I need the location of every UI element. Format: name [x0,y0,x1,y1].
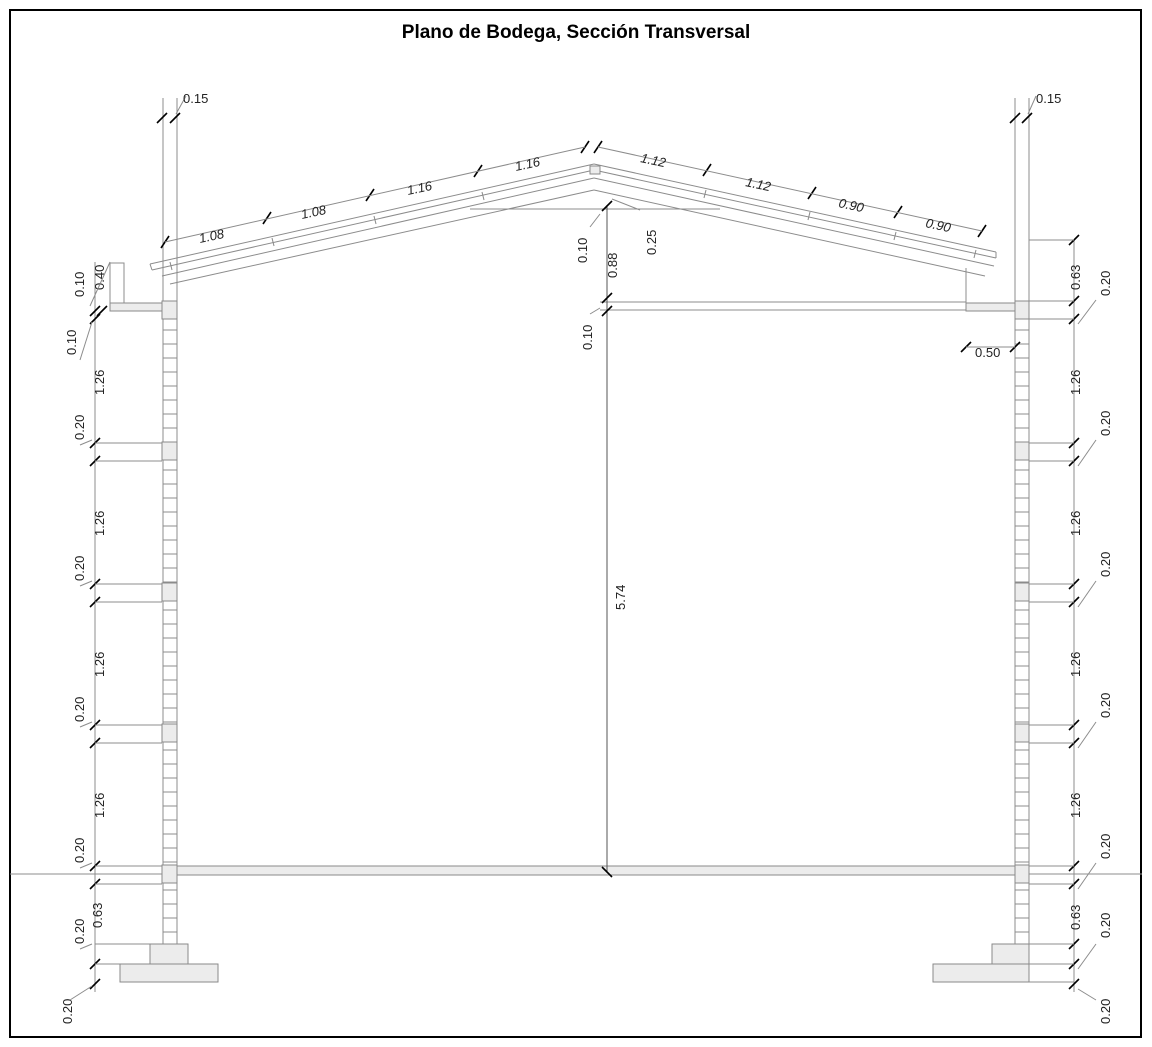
left-footing [119,963,219,983]
dim-right-span-3: 1.26 [1068,652,1083,677]
dim-roof-right-4: 0.90 [924,215,953,235]
dim-right-eave-b: 0.20 [1098,271,1113,296]
dim-ridge-d: 0.10 [580,325,595,350]
dim-right-eave-a: 0.63 [1068,265,1083,290]
dim-right-span-1: 1.26 [1068,370,1083,395]
right-footing-top [991,943,1030,965]
dim-left-eave-c: 0.10 [64,330,79,355]
dim-right-beam-4: 0.20 [1098,834,1113,859]
dim-left-span-1: 1.26 [92,370,107,395]
dim-right-base-a: 0.63 [1068,905,1083,930]
dim-right-span-4: 1.26 [1068,793,1083,818]
dim-ridge-b: 0.88 [605,253,620,278]
left-eave-beam [109,302,163,312]
dim-left-beam-3: 0.20 [72,697,87,722]
dim-left-span-4: 1.26 [92,793,107,818]
dim-left-eave-a: 0.10 [72,272,87,297]
dim-right-base-b: 0.20 [1098,913,1113,938]
right-eave-beam [965,302,1016,312]
dim-left-beam-1: 0.20 [72,415,87,440]
dim-right-span-2: 1.26 [1068,511,1083,536]
right-beam-block [1014,441,1030,461]
right-footing [932,963,1030,983]
dim-roof-left-1: 1.08 [198,226,227,246]
dim-left-span-3: 1.26 [92,652,107,677]
dim-right-beam-2: 0.20 [1098,552,1113,577]
dim-center-height: 5.74 [613,585,628,610]
dim-left-eave-b: 0.40 [92,265,107,290]
dim-roof-left-3: 1.16 [406,178,435,198]
dim-roof-right-2: 1.12 [744,174,773,194]
dim-roof-left-2: 1.08 [300,202,329,222]
dim-right-base-c: 0.20 [1098,999,1113,1024]
dim-roof-right-1: 1.12 [639,150,668,170]
dim-left-beam-2: 0.20 [72,556,87,581]
floor-slab [176,865,1016,876]
dim-ridge-a: 0.10 [575,238,590,263]
dim-left-beam-5: 0.20 [72,919,87,944]
right-beam-block [1014,582,1030,602]
dim-left-base-b: 0.20 [60,999,75,1024]
dim-left-base-a: 0.63 [90,903,105,928]
left-beam-block [161,723,178,743]
left-beam-block [161,441,178,461]
left-column [109,98,219,983]
dim-left-beam-4: 0.20 [72,838,87,863]
ceiling-beam [600,301,966,311]
dim-ridge-c: 0.25 [644,230,659,255]
drawing-title: Plano de Bodega, Sección Transversal [401,22,751,43]
dim-right-overhang: 0.50 [975,345,1000,360]
right-beam-block [1014,864,1030,884]
roof [149,163,997,285]
right-beam-block [1014,723,1030,743]
dim-right-post-top: 0.15 [1036,91,1061,106]
left-footing-top [149,943,189,965]
right-column [932,98,1030,983]
dim-left-post-top: 0.15 [183,91,208,106]
dim-right-beam-3: 0.20 [1098,693,1113,718]
left-beam-block [161,582,178,602]
right-beam-block [1014,300,1030,320]
left-beam-block [161,300,178,320]
dim-right-beam-1: 0.20 [1098,411,1113,436]
left-beam-block [161,864,178,884]
dim-left-span-2: 1.26 [92,511,107,536]
left-eave-post [109,262,125,304]
dim-roof-right-3: 0.90 [837,195,866,215]
dim-roof-left-4: 1.16 [514,154,543,174]
